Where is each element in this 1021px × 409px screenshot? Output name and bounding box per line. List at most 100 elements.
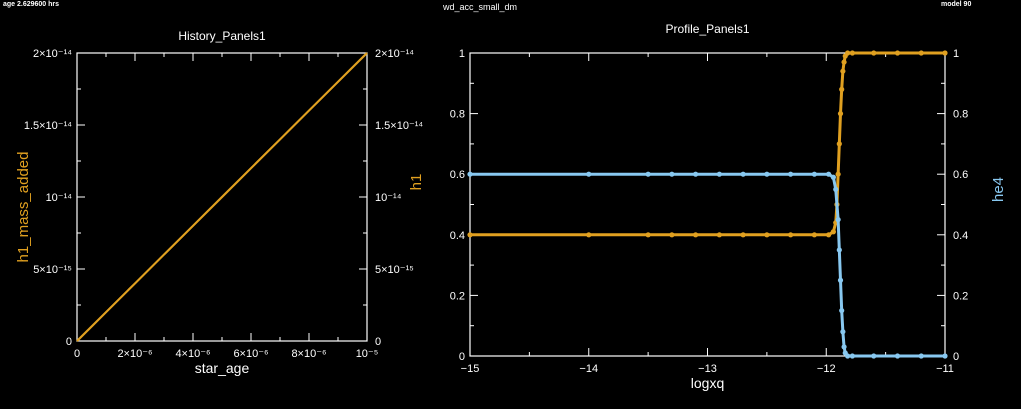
y-tick-label-right: 0.8 <box>953 109 968 121</box>
y-tick-label-left: 10⁻¹⁴ <box>46 192 73 204</box>
y-tick-label-right: 0.4 <box>953 230 968 242</box>
y-tick-label-left: 5×10⁻¹⁵ <box>33 264 72 276</box>
x-tick-label: 8×10⁻⁶ <box>291 348 326 360</box>
x-tick-label: 2×10⁻⁶ <box>117 348 152 360</box>
y-tick-label-left: 0 <box>66 336 72 348</box>
data-point-h1 <box>835 171 841 177</box>
data-point-h1 <box>942 50 948 56</box>
y-tick-label-right: 0 <box>953 351 959 363</box>
run-name-label: wd_acc_small_dm <box>443 2 518 12</box>
y-tick-label-left: 0.6 <box>450 169 465 181</box>
y-tick-label-right: 0.6 <box>953 169 968 181</box>
y-tick-label-right: 2×10⁻¹⁴ <box>375 48 414 60</box>
y-tick-label-left: 0.2 <box>450 290 465 302</box>
data-point-he4 <box>839 307 845 314</box>
data-point-h1 <box>811 232 817 238</box>
y-tick-label-left: 1.5×10⁻¹⁴ <box>24 120 72 132</box>
y-axis-label-right: he4 <box>990 177 1007 202</box>
data-point-he4 <box>764 171 770 177</box>
chart-title: History_Panels1 <box>178 29 266 43</box>
data-point-h1 <box>849 50 855 56</box>
data-point-h1 <box>740 232 746 238</box>
y-tick-label-right: 0 <box>375 336 381 348</box>
y-tick-label-left: 1 <box>459 48 465 60</box>
data-point-h1 <box>693 232 699 238</box>
y-tick-label-right: 1.5×10⁻¹⁴ <box>375 120 423 132</box>
data-point-he4 <box>918 353 924 359</box>
data-point-he4 <box>845 353 851 359</box>
y-axis-label-left: h1_mass_added <box>15 152 32 263</box>
data-point-he4 <box>840 329 846 335</box>
plot-frame <box>469 52 946 357</box>
data-point-h1 <box>839 86 845 92</box>
data-point-h1 <box>826 232 832 238</box>
y-tick-label-right: 5×10⁻¹⁵ <box>375 264 414 276</box>
data-point-he4 <box>835 217 841 223</box>
data-point-he4 <box>693 171 699 177</box>
data-point-h1 <box>840 68 846 74</box>
age-label: age 2.629600 hrs <box>3 1 60 8</box>
x-tick-label: −13 <box>698 363 717 375</box>
data-point-h1 <box>871 50 877 56</box>
data-point-h1 <box>894 50 901 56</box>
data-point-h1 <box>467 232 473 238</box>
data-point-he4 <box>833 186 839 192</box>
data-point-he4 <box>669 171 675 177</box>
data-point-he4 <box>837 277 844 283</box>
data-point-he4 <box>740 171 746 177</box>
data-point-h1 <box>918 50 924 56</box>
data-point-he4 <box>586 171 592 177</box>
y-tick-label-left: 2×10⁻¹⁴ <box>33 48 72 60</box>
y-tick-label-right: 0.2 <box>953 290 968 302</box>
model-label: model 90 <box>941 1 972 8</box>
data-point-he4 <box>894 353 901 359</box>
data-point-h1 <box>830 229 836 235</box>
series-line-h1 <box>76 52 368 342</box>
data-point-he4 <box>871 353 877 359</box>
data-point-he4 <box>830 174 836 180</box>
data-point-h1 <box>841 59 847 65</box>
data-point-he4 <box>841 344 847 350</box>
chart-title: Profile_Panels1 <box>665 22 749 36</box>
y-tick-label-right: 1 <box>953 48 959 60</box>
data-point-h1 <box>788 232 794 238</box>
x-axis-label: logxq <box>691 375 724 391</box>
series-line-he4 <box>470 172 945 358</box>
x-axis-label: star_age <box>195 360 250 376</box>
data-point-he4 <box>826 171 832 177</box>
x-tick-label: 10⁻⁵ <box>356 348 379 360</box>
profile-panel: Profile_Panels1−15 −14 −13 −12 −1100.20.40.6… <box>450 22 1007 391</box>
y-axis-label-right: h1 <box>408 174 425 191</box>
x-tick-label: −12 <box>817 363 836 375</box>
series-line-h1 <box>470 51 945 237</box>
data-point-h1 <box>836 141 842 147</box>
x-tick-label: −14 <box>579 363 598 375</box>
history-panel: History_Panels1 0 2×10⁻⁶ 4×10⁻⁶ 6×10⁻⁶ 8×10⁻⁶… <box>15 29 425 376</box>
data-point-he4 <box>716 171 722 177</box>
data-point-he4 <box>811 171 817 177</box>
data-point-h1 <box>837 111 844 117</box>
data-point-he4 <box>849 353 855 359</box>
x-tick-label: 0 <box>74 348 80 360</box>
data-point-h1 <box>669 232 675 238</box>
x-tick-label: 6×10⁻⁶ <box>233 348 268 360</box>
data-point-he4 <box>645 171 651 177</box>
y-tick-label-left: 0.4 <box>450 230 465 242</box>
data-point-he4 <box>467 171 473 177</box>
data-point-h1 <box>586 232 592 238</box>
data-point-h1 <box>845 50 851 56</box>
x-tick-label: −11 <box>936 363 954 375</box>
data-point-h1 <box>764 232 770 238</box>
data-point-h1 <box>716 232 722 238</box>
y-tick-label-left: 0 <box>459 351 465 363</box>
data-point-he4 <box>836 247 842 253</box>
data-point-he4 <box>788 171 794 177</box>
data-point-h1 <box>645 232 651 238</box>
x-tick-label: −15 <box>461 363 480 375</box>
y-tick-label-right: 10⁻¹⁴ <box>375 192 402 204</box>
y-tick-label-left: 0.8 <box>450 109 465 121</box>
data-point-he4 <box>942 353 948 359</box>
x-tick-label: 4×10⁻⁶ <box>175 348 210 360</box>
